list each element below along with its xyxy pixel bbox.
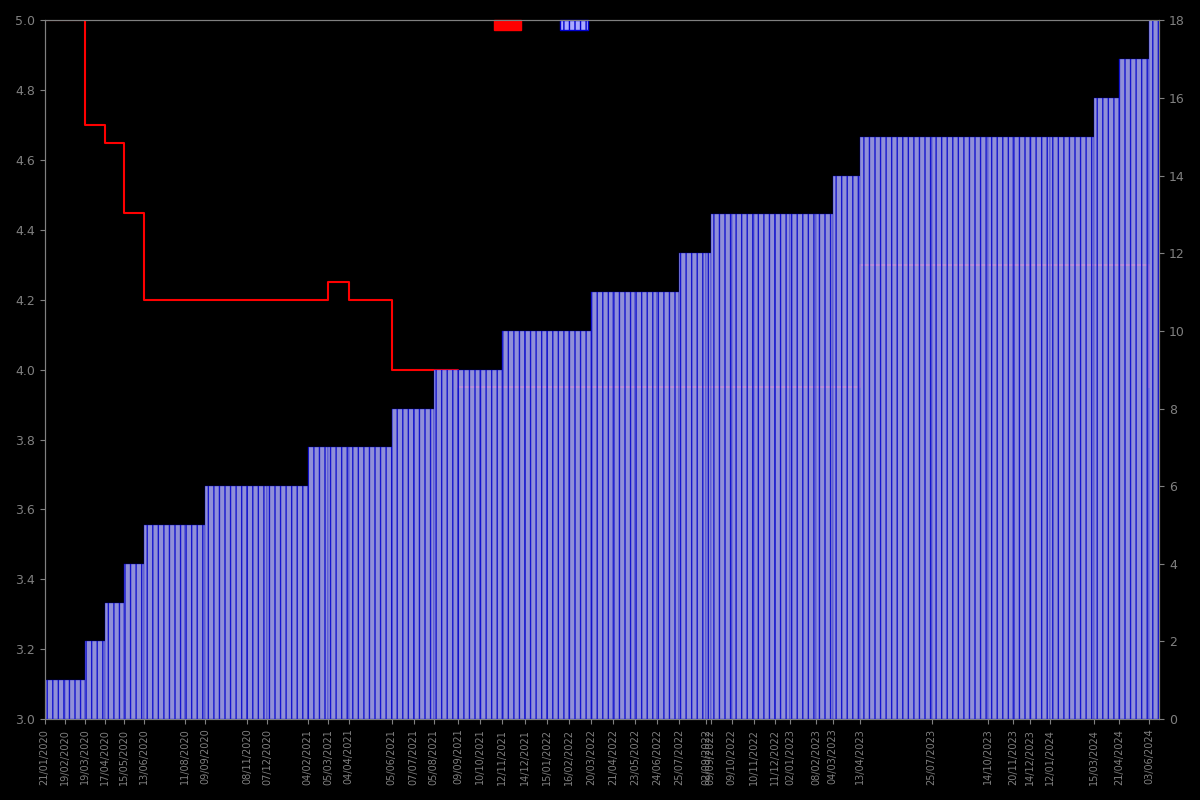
Bar xyxy=(266,486,308,719)
Bar xyxy=(125,564,144,719)
Bar xyxy=(524,331,547,719)
Bar xyxy=(791,214,816,719)
Bar xyxy=(706,254,710,719)
Bar xyxy=(349,447,391,719)
Bar xyxy=(1030,137,1050,719)
Bar xyxy=(480,370,503,719)
Bar xyxy=(1050,137,1093,719)
Bar xyxy=(754,214,775,719)
Bar xyxy=(658,292,679,719)
Bar xyxy=(144,525,185,719)
Bar xyxy=(613,292,635,719)
Bar xyxy=(1093,98,1120,719)
Bar xyxy=(458,370,480,719)
Bar xyxy=(1150,20,1159,719)
Bar xyxy=(547,331,569,719)
Bar xyxy=(185,525,205,719)
Bar xyxy=(247,486,266,719)
Bar xyxy=(679,254,706,719)
Bar xyxy=(308,447,328,719)
Bar xyxy=(65,680,85,719)
Bar xyxy=(205,486,247,719)
Legend: , : , xyxy=(488,14,605,38)
Bar xyxy=(44,680,65,719)
Bar xyxy=(931,137,988,719)
Bar xyxy=(104,602,125,719)
Bar xyxy=(569,331,590,719)
Bar xyxy=(434,370,458,719)
Bar xyxy=(816,214,833,719)
Bar xyxy=(860,137,931,719)
Bar xyxy=(85,642,104,719)
Bar xyxy=(328,447,349,719)
Bar xyxy=(1013,137,1030,719)
Bar xyxy=(833,176,860,719)
Bar xyxy=(710,214,732,719)
Bar xyxy=(391,409,414,719)
Bar xyxy=(635,292,658,719)
Bar xyxy=(775,214,791,719)
Bar xyxy=(503,331,524,719)
Bar xyxy=(988,137,1013,719)
Bar xyxy=(1120,59,1150,719)
Bar xyxy=(414,409,434,719)
Bar xyxy=(732,214,754,719)
Bar xyxy=(590,292,613,719)
